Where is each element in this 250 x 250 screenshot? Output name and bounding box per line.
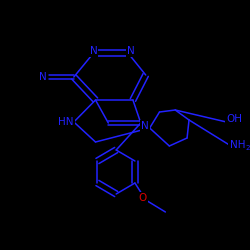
Text: HN: HN xyxy=(58,117,74,127)
Text: 2: 2 xyxy=(246,145,250,151)
Text: NH: NH xyxy=(230,140,245,150)
Text: N: N xyxy=(127,46,135,56)
Text: N: N xyxy=(90,46,98,56)
Text: N: N xyxy=(40,72,47,82)
Text: OH: OH xyxy=(226,114,242,124)
Text: N: N xyxy=(141,121,148,131)
Text: O: O xyxy=(139,193,147,203)
